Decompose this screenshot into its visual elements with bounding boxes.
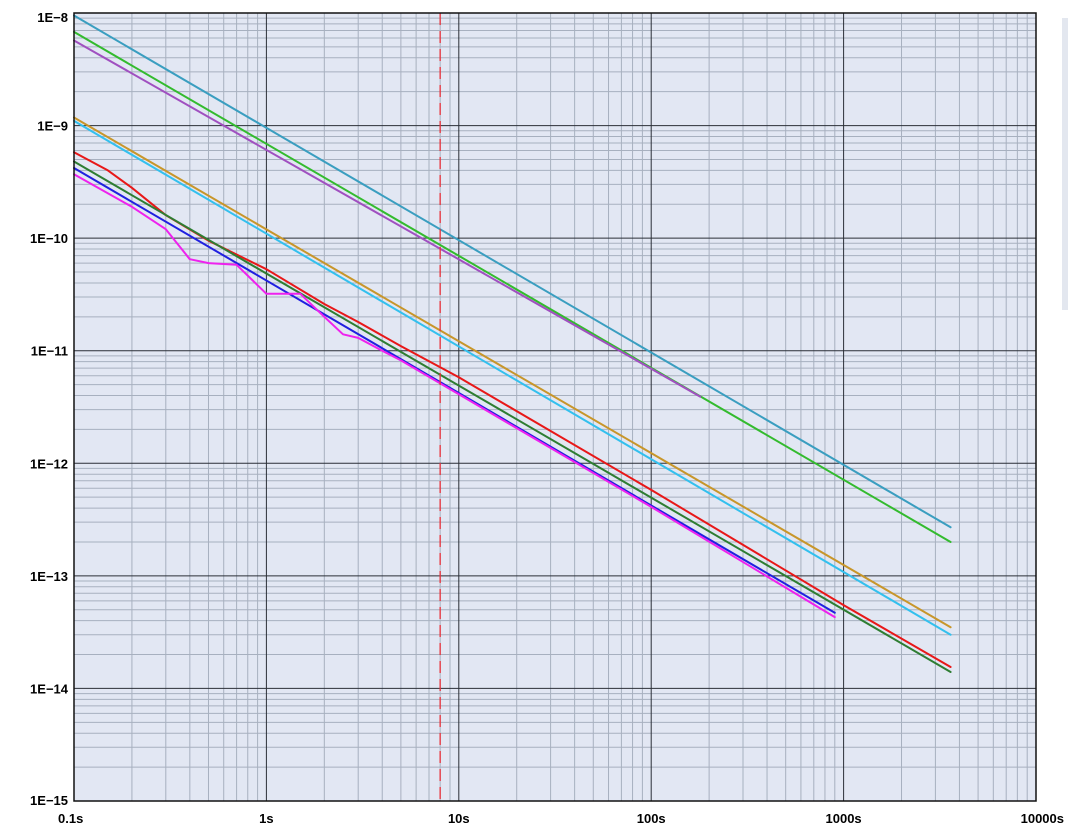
series-line-4 [73,116,952,629]
x-tick-label: 10000s [1021,811,1064,826]
x-tick-label: 0.1s [58,811,83,826]
series-group [73,14,952,673]
y-tick-label: 1E−14 [30,681,69,696]
series-line-8 [73,167,836,614]
y-tick-label: 1E−13 [30,569,68,584]
series-line-5 [73,119,952,636]
series-line-6 [73,151,952,668]
x-tick-label: 10s [448,811,470,826]
series-line-2 [73,30,952,543]
x-tick-label: 100s [637,811,666,826]
y-tick-label: 1E−10 [30,231,68,246]
minor-grid [74,13,1036,801]
x-tick-label: 1s [259,811,273,826]
y-tick-labels: 1E−8 1E−9 1E−10 1E−11 1E−12 1E−13 1E−14 1E−15 [30,10,69,808]
y-tick-label: 1E−11 [31,344,68,359]
x-tick-label: 1000s [826,811,862,826]
x-tick-labels: 0.1s 1s 10s 100s 1000s 10000s [58,811,1064,826]
plot-background [74,13,1036,801]
series-line-9 [73,173,836,619]
y-tick-label: 1E−8 [37,10,68,25]
series-line-1 [73,14,952,529]
series-line-3 [73,39,702,398]
y-tick-label: 1E−9 [37,119,68,134]
plot-frame [73,12,1037,802]
y-tick-label: 1E−12 [30,456,68,471]
legend-panel [1062,18,1068,310]
y-tick-label: 1E−15 [30,793,68,808]
series-line-7 [73,160,952,673]
